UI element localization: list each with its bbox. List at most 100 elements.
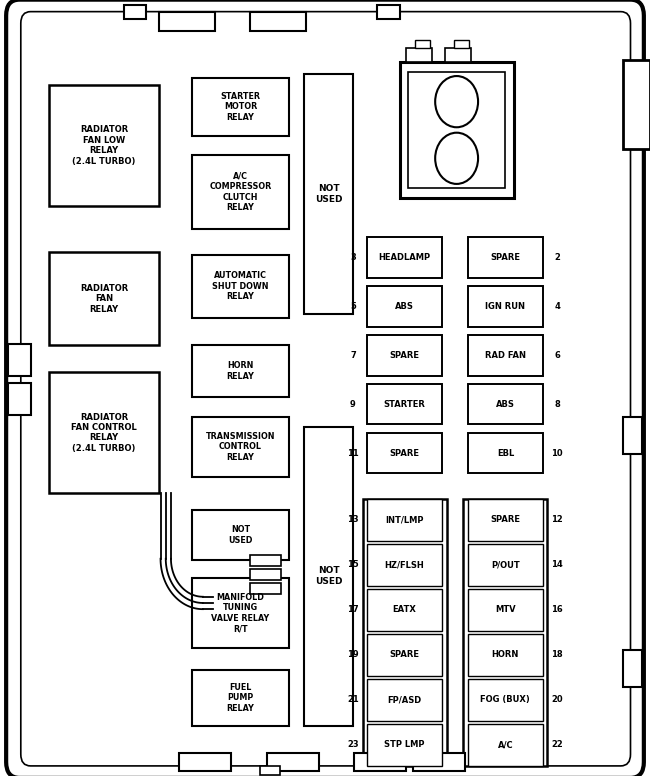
FancyBboxPatch shape [49,85,159,206]
Text: RADIATOR
FAN LOW
RELAY
(2.4L TURBO): RADIATOR FAN LOW RELAY (2.4L TURBO) [72,126,136,165]
Text: 3: 3 [350,253,356,262]
FancyBboxPatch shape [159,12,214,31]
Text: MTV: MTV [495,605,515,615]
Text: 5: 5 [350,302,356,311]
FancyBboxPatch shape [468,384,543,424]
FancyBboxPatch shape [266,753,318,771]
FancyBboxPatch shape [367,286,442,327]
FancyBboxPatch shape [367,544,442,586]
Text: ABS: ABS [395,302,414,311]
Text: SPARE: SPARE [389,449,420,458]
Text: STARTER
MOTOR
RELAY: STARTER MOTOR RELAY [220,92,261,122]
Text: STARTER: STARTER [384,400,426,409]
FancyBboxPatch shape [192,417,289,477]
FancyBboxPatch shape [192,578,289,648]
FancyBboxPatch shape [367,335,442,376]
FancyBboxPatch shape [354,753,406,771]
FancyBboxPatch shape [623,417,642,454]
FancyBboxPatch shape [408,72,505,188]
FancyBboxPatch shape [367,679,442,721]
Text: INT/LMP: INT/LMP [385,515,424,525]
Text: TRANSMISSION
CONTROL
RELAY: TRANSMISSION CONTROL RELAY [206,432,275,462]
Text: ABS: ABS [496,400,515,409]
FancyBboxPatch shape [367,384,442,424]
FancyBboxPatch shape [367,634,442,676]
FancyBboxPatch shape [8,383,31,415]
Text: 15: 15 [347,560,359,570]
FancyBboxPatch shape [6,0,644,776]
Text: 9: 9 [350,400,356,409]
Text: NOT
USED: NOT USED [315,566,343,586]
Text: 2: 2 [554,253,560,262]
FancyBboxPatch shape [192,670,289,726]
FancyBboxPatch shape [304,427,353,726]
FancyBboxPatch shape [260,766,280,775]
Circle shape [436,76,478,127]
FancyBboxPatch shape [445,48,471,62]
Text: IGN RUN: IGN RUN [486,302,525,311]
FancyBboxPatch shape [363,499,447,766]
FancyBboxPatch shape [6,0,644,776]
Text: 19: 19 [347,650,359,660]
Text: HORN
RELAY: HORN RELAY [227,362,254,380]
Text: 21: 21 [347,695,359,705]
FancyBboxPatch shape [400,62,514,198]
FancyBboxPatch shape [623,650,642,687]
FancyBboxPatch shape [468,679,543,721]
Text: RADIATOR
FAN
RELAY: RADIATOR FAN RELAY [80,284,128,314]
Text: 23: 23 [347,740,359,750]
Text: RAD FAN: RAD FAN [485,351,526,360]
Text: SPARE: SPARE [389,351,420,360]
Text: HEADLAMP: HEADLAMP [378,253,431,262]
Text: FOG (BUX): FOG (BUX) [480,695,530,705]
Text: EATX: EATX [393,605,417,615]
FancyBboxPatch shape [468,589,543,631]
Text: 16: 16 [551,605,563,615]
Text: NOT
USED: NOT USED [315,184,343,204]
FancyBboxPatch shape [468,724,543,766]
Text: 7: 7 [350,351,356,360]
FancyBboxPatch shape [367,724,442,766]
Circle shape [436,133,478,184]
Text: 12: 12 [551,515,563,525]
Text: MANIFOLD
TUNING
VALVE RELAY
R/T: MANIFOLD TUNING VALVE RELAY R/T [211,593,270,633]
FancyBboxPatch shape [250,12,306,31]
FancyBboxPatch shape [367,433,442,473]
Text: A/C: A/C [497,740,514,750]
FancyBboxPatch shape [415,40,430,48]
Text: 13: 13 [347,515,359,525]
FancyBboxPatch shape [49,252,159,345]
Text: 17: 17 [347,605,359,615]
FancyBboxPatch shape [413,753,465,771]
FancyBboxPatch shape [192,155,289,229]
Text: HORN: HORN [491,650,519,660]
Text: RADIATOR
FAN CONTROL
RELAY
(2.4L TURBO): RADIATOR FAN CONTROL RELAY (2.4L TURBO) [71,413,137,452]
FancyBboxPatch shape [367,237,442,278]
FancyBboxPatch shape [179,753,231,771]
Text: A/C
COMPRESSOR
CLUTCH
RELAY: A/C COMPRESSOR CLUTCH RELAY [209,172,272,212]
FancyBboxPatch shape [468,544,543,586]
FancyBboxPatch shape [468,335,543,376]
FancyBboxPatch shape [377,5,400,19]
FancyBboxPatch shape [468,237,543,278]
Text: 8: 8 [554,400,560,409]
FancyBboxPatch shape [468,499,543,541]
FancyBboxPatch shape [250,569,281,580]
FancyBboxPatch shape [21,12,630,766]
FancyBboxPatch shape [49,372,159,493]
Text: SPARE: SPARE [389,650,420,660]
FancyBboxPatch shape [250,583,281,594]
FancyBboxPatch shape [367,589,442,631]
Text: 14: 14 [551,560,563,570]
Text: FP/ASD: FP/ASD [387,695,422,705]
Text: HZ/FLSH: HZ/FLSH [385,560,424,570]
Text: 11: 11 [347,449,359,458]
FancyBboxPatch shape [124,5,146,19]
FancyBboxPatch shape [468,634,543,676]
Text: FUEL
PUMP
RELAY: FUEL PUMP RELAY [227,683,254,712]
Text: 20: 20 [551,695,563,705]
FancyBboxPatch shape [454,40,469,48]
FancyBboxPatch shape [192,78,289,136]
Text: 22: 22 [551,740,563,750]
FancyBboxPatch shape [623,60,650,149]
